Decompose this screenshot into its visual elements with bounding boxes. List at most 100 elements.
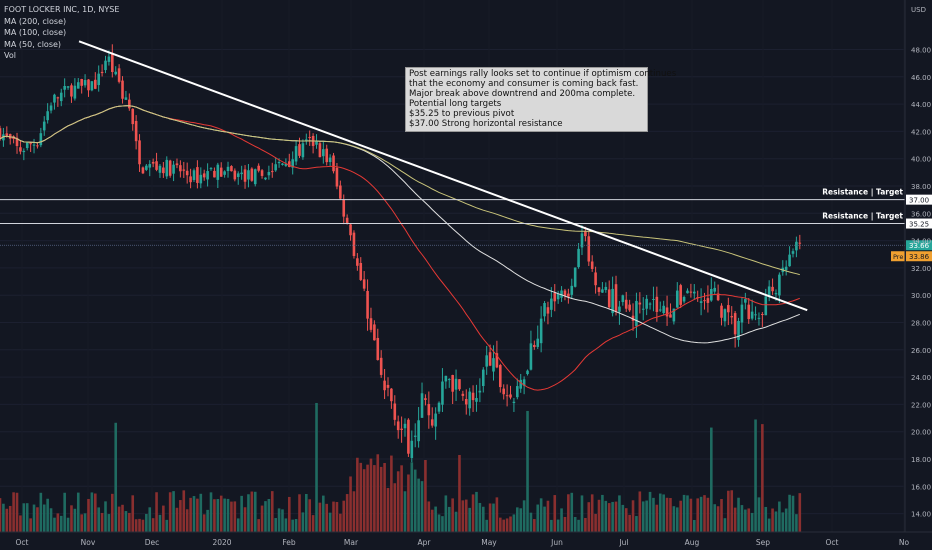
volume-bar [379,466,383,532]
volume-bar [638,491,642,532]
volume-bar [93,493,97,532]
volume-bar [539,498,543,532]
candle-body [699,301,703,303]
volume-bar [400,465,403,532]
volume-bar [253,491,257,532]
candle-body [713,287,717,292]
candle-body [287,161,291,167]
legend-ma100[interactable]: MA (100, close) [4,28,67,37]
candle-body [740,304,744,323]
candles [0,44,802,463]
candle-body [328,157,332,162]
volume-bar [257,519,260,532]
volume-bar [8,505,12,532]
volume-bar [151,518,155,532]
candle-body [179,165,182,172]
volume-bar [32,504,36,532]
candle-body [233,170,237,180]
volume-bar [764,506,768,532]
x-tick-label: Feb [282,538,296,547]
pre-badge [891,251,905,262]
ma200-line[interactable] [0,105,800,276]
downtrend-line[interactable] [78,40,808,312]
y-tick-label: 28.00 [911,320,931,328]
candle-body [403,423,407,429]
volume-bar [185,509,189,532]
candle-body [0,128,2,140]
chart-legend: FOOT LOCKER INC, 1D, NYSE MA (200, close… [4,4,119,62]
y-tick-label: 18.00 [911,456,931,464]
trendline[interactable] [78,40,808,312]
volume-bar [699,496,703,532]
price-axis[interactable]: 48.00 46.00 44.00 42.00 40.00 38.00 36.00 34.00… [904,0,931,532]
note-line: that the economy and consumer is coming … [409,79,639,90]
volume-bar [189,497,192,532]
volume-bar [284,518,288,532]
candle-body [720,305,723,318]
candle-body [5,133,9,136]
volume-bars [0,402,802,532]
volume-bar [553,495,557,532]
legend-ma50[interactable]: MA (50, close) [4,39,62,49]
legend-ma200[interactable]: MA (200, close) [4,16,67,26]
volume-bar [485,519,488,532]
candle-body [298,144,301,156]
pre-price-label: 33.86 [909,253,930,261]
volume-bar [747,508,751,532]
y-tick-label: 24.00 [911,374,931,382]
volume-bar [543,506,546,532]
y-tick-label: 46.00 [911,74,931,82]
volume-bar [713,504,717,532]
candle-body [124,97,128,100]
volume-bar [141,519,145,532]
candle-body [25,142,29,149]
candle-body [570,285,574,295]
volume-bar [107,514,111,532]
candle-body [611,288,614,314]
legend-vol[interactable]: Vol [4,51,16,60]
volume-bar [138,518,141,532]
candle-body [686,290,689,294]
candle-body [573,267,577,287]
volume-bar [754,419,757,532]
volume-bar [70,505,73,532]
candle-body [669,314,672,318]
candle-body [162,167,165,174]
candle-body [148,164,152,168]
candle-body [151,161,155,164]
analysis-note[interactable]: Post earnings rally looks set to continu… [405,67,676,132]
candle-body [791,251,795,254]
y-tick-label: 44.00 [911,101,931,109]
candle-body [730,316,734,318]
volume-bar [631,500,635,532]
volume-bar [59,515,63,532]
time-axis[interactable]: Oct Nov Dec 2020 Feb Mar Apr May Jun Jul Aug Sep Oct… [0,531,932,547]
volume-bar [274,518,277,532]
candle-body [284,163,288,166]
candle-body [675,290,679,308]
candle-body [168,160,172,176]
volume-bar [655,504,659,532]
candle-body [362,279,366,289]
candle-body [584,231,587,237]
volume-bar [468,507,471,532]
candle-body [390,388,393,402]
candle-body [352,232,356,256]
volume-bar [512,514,516,532]
volume-bar [737,497,740,532]
x-tick-label: Oct [826,538,839,547]
candle-body [393,403,397,420]
price-tag [906,194,932,205]
candle-body [80,78,83,86]
volume-bar [376,454,380,532]
volume-bar [97,507,100,532]
candle-body [757,317,761,319]
candle-body [689,291,693,293]
volume-bar [791,495,795,532]
candle-body [131,108,135,125]
volume-bar [778,501,781,532]
volume-bar [601,494,604,532]
candle-body [747,304,751,320]
volume-bar [451,498,454,532]
candle-body [318,143,322,158]
